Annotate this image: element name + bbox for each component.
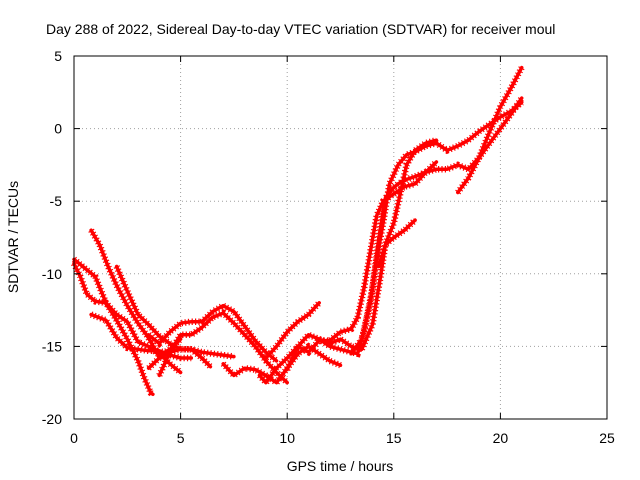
series-track-13 [317, 96, 525, 358]
series-track-7 [146, 301, 279, 364]
series-markers [257, 217, 418, 388]
series-markers [455, 66, 525, 195]
x-tick-label: 25 [599, 430, 615, 446]
series-markers [71, 256, 155, 398]
series-track-6 [146, 346, 236, 371]
x-tick-label: 0 [70, 430, 78, 446]
y-tick-label: -5 [50, 193, 63, 209]
series-markers [146, 346, 235, 371]
plot-frame [73, 55, 608, 420]
series-markers [375, 137, 438, 268]
series-line [89, 312, 194, 360]
y-axis-label: SDTVAR / TECUs [5, 181, 21, 293]
series-markers [317, 96, 525, 358]
y-tick-label: 0 [54, 121, 62, 137]
series-track-10 [257, 217, 418, 388]
series-track-8 [156, 309, 290, 386]
chart-title: Day 288 of 2022, Sidereal Day-to-day VTE… [46, 21, 555, 37]
y-tick-label: -15 [42, 338, 62, 354]
series-markers [348, 99, 524, 356]
series-markers [284, 159, 439, 371]
x-tick-label: 5 [177, 430, 185, 446]
series-markers [156, 309, 290, 386]
series-track-9 [220, 342, 343, 388]
series-markers [146, 301, 279, 364]
series-track-1 [71, 256, 155, 398]
series-line [257, 218, 417, 385]
series-track-12 [284, 159, 439, 372]
y-tick-label: -10 [42, 266, 62, 282]
y-tick-label: 5 [54, 48, 62, 64]
x-tick-label: 10 [279, 430, 295, 446]
series-layer [71, 65, 525, 398]
axis-ticks: 0 5 10 15 20 25 -20 -15 -10 -5 0 5 [42, 48, 615, 446]
series-track-16 [455, 65, 525, 195]
x-tick-label: 15 [386, 430, 402, 446]
series-track-5 [89, 311, 194, 362]
series-markers [263, 300, 322, 361]
x-tick-label: 20 [493, 430, 509, 446]
series-track-15 [375, 137, 439, 269]
series-track-11 [263, 300, 322, 361]
y-tick-label: -20 [42, 411, 62, 427]
series-line [221, 344, 343, 385]
x-axis-label: GPS time / hours [287, 458, 394, 474]
